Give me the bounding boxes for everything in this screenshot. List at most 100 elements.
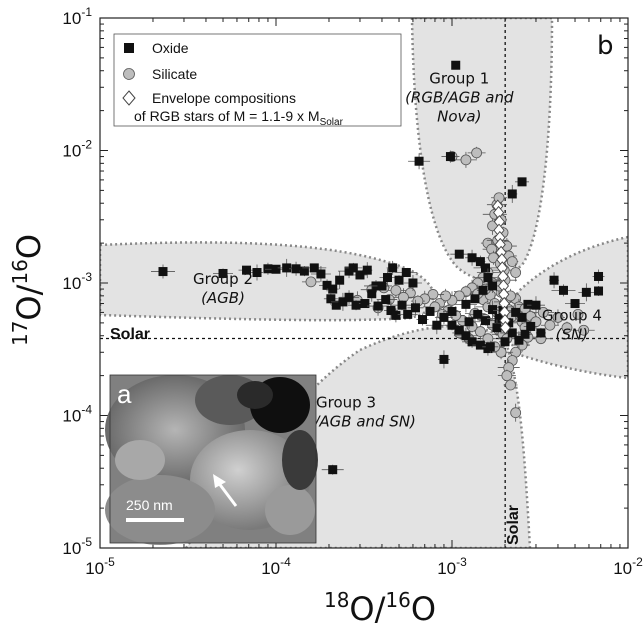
oxide-point	[322, 280, 332, 290]
oxide-point	[158, 267, 168, 277]
oxide-point	[381, 295, 391, 305]
oxide-point	[475, 257, 485, 267]
oxide-point	[447, 320, 457, 330]
silicate-point	[510, 407, 522, 419]
oxide-point	[447, 306, 457, 316]
y-tick-labels: 10-5 10-4 10-3 10-2 10-1	[62, 5, 92, 558]
x-axis-title: 18O/16O	[324, 588, 436, 628]
solar-label-vertical: Solar	[505, 505, 522, 545]
oxide-point	[408, 278, 418, 288]
oxide-point	[391, 310, 401, 320]
silicate-point	[537, 306, 549, 318]
oxide-point	[483, 273, 493, 283]
oxide-point	[331, 300, 341, 310]
oxide-point	[218, 268, 228, 278]
oxide-point	[517, 177, 527, 187]
oxide-point	[410, 303, 420, 313]
y-tick-label: 10-5	[62, 535, 92, 558]
oxide-point	[475, 340, 485, 350]
oxide-point	[328, 465, 338, 475]
x-tick-label: 10-4	[261, 555, 291, 578]
silicate-point	[305, 276, 317, 288]
oxide-point	[488, 281, 498, 291]
silicate-point	[501, 370, 513, 382]
oxide-point	[492, 323, 502, 333]
oxide-point	[488, 305, 498, 315]
oxide-point	[335, 275, 345, 285]
y-axis-title: 17O/16O	[8, 234, 48, 346]
oxide-point	[507, 328, 517, 338]
region-sublabel-group-2: (AGB)	[201, 289, 245, 307]
oxide-point	[480, 263, 490, 273]
oxide-point	[439, 354, 449, 364]
legend-label-oxide: Oxide	[152, 40, 189, 56]
oxide-point	[299, 266, 309, 276]
legend-label-envelope-line2: of RGB stars of M = 1.1-9 x MSolar	[134, 108, 344, 128]
oxide-point	[500, 337, 510, 347]
oxide-point	[494, 313, 504, 323]
oxide-point	[517, 312, 527, 322]
oxide-point	[326, 294, 336, 304]
silicate-point	[544, 319, 556, 331]
oxide-point	[263, 264, 273, 274]
oxide-point	[480, 316, 490, 326]
inset-scalebar-label: 250 nm	[126, 497, 173, 513]
oxide-point	[271, 264, 281, 274]
oxide-point	[338, 297, 348, 307]
inset-panel-letter-a: a	[117, 379, 132, 409]
oxide-point	[373, 301, 383, 311]
region-label-group-2: Group 2	[193, 270, 253, 288]
oxide-point	[394, 275, 404, 285]
silicate-point	[505, 379, 516, 391]
region-sublabel-group-4: (SN)	[556, 326, 588, 344]
oxide-point	[445, 152, 455, 162]
oxide-point	[520, 329, 530, 339]
inset-sem-image: a 250 nm	[105, 374, 318, 545]
silicate-point	[578, 324, 590, 336]
legend: Oxide Silicate Envelope compositions of …	[113, 33, 402, 128]
silicate-point	[440, 290, 452, 302]
oxide-point	[464, 317, 474, 327]
y-tick-label: 10-3	[62, 270, 92, 293]
silicate-point	[475, 326, 486, 337]
oxide-point	[454, 325, 464, 335]
legend-marker-envelope	[122, 90, 136, 106]
oxide-point	[549, 275, 559, 285]
oxide-point	[414, 156, 424, 166]
oxide-point	[536, 328, 546, 338]
legend-marker-silicate	[123, 68, 135, 80]
oxide-point	[386, 306, 396, 316]
oxide-point	[514, 335, 524, 345]
oxide-point	[485, 342, 495, 352]
oxide-point	[570, 299, 580, 309]
oxide-point	[425, 306, 435, 316]
panel-letter-b: b	[597, 31, 614, 61]
oxide-point	[403, 309, 413, 319]
region-label-group-3: Group 3	[316, 393, 376, 411]
oxide-point	[507, 189, 517, 199]
oxide-point	[439, 312, 449, 322]
oxide-point	[401, 268, 411, 278]
oxide-point	[526, 321, 536, 331]
oxide-point	[432, 320, 442, 330]
oxide-point	[504, 318, 514, 328]
data-points	[150, 60, 605, 475]
oxide-point	[558, 285, 568, 295]
oxide-point	[291, 264, 301, 274]
solar-label-horizontal: Solar	[110, 326, 150, 343]
oxide-point	[461, 331, 471, 341]
oxide-point	[360, 299, 370, 309]
oxide-point	[309, 263, 319, 273]
silicate-point	[552, 312, 564, 323]
x-tick-label: 10-2	[613, 555, 643, 578]
oxide-point	[467, 337, 477, 347]
silicate-point	[460, 154, 472, 166]
oxide-point	[388, 263, 398, 273]
legend-marker-oxide	[124, 43, 134, 53]
oxide-point	[348, 263, 358, 273]
oxide-point	[467, 253, 477, 263]
oxide-point	[451, 60, 461, 70]
oxide-point	[594, 271, 604, 281]
oxide-point	[328, 284, 338, 294]
